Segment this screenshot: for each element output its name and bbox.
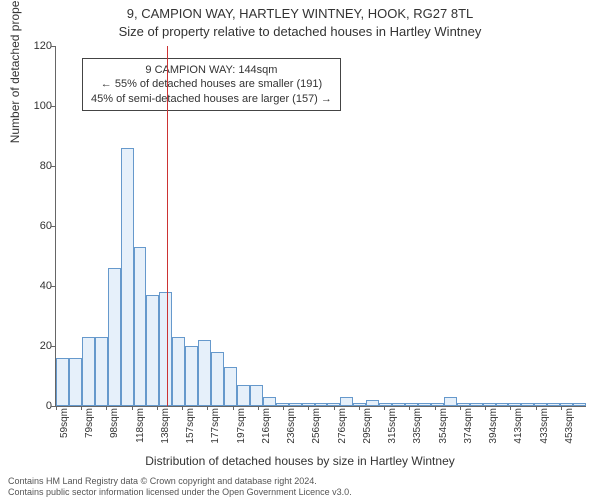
footer: Contains HM Land Registry data © Crown c… bbox=[8, 476, 352, 499]
y-tick-mark bbox=[51, 226, 56, 227]
histogram-bar bbox=[185, 346, 198, 406]
histogram-bar bbox=[159, 292, 172, 406]
histogram-bar bbox=[224, 367, 237, 406]
x-tick-label: 177sqm bbox=[210, 408, 221, 444]
x-tick-label: 453sqm bbox=[564, 408, 575, 444]
histogram-bar bbox=[95, 337, 108, 406]
x-tick-mark bbox=[409, 406, 410, 410]
x-tick-label: 157sqm bbox=[185, 408, 196, 444]
footer-line1: Contains HM Land Registry data © Crown c… bbox=[8, 476, 352, 487]
x-tick-label: 118sqm bbox=[135, 408, 146, 443]
x-tick-label: 295sqm bbox=[362, 408, 373, 444]
x-tick-label: 236sqm bbox=[286, 408, 297, 444]
y-axis-label: Number of detached properties bbox=[8, 0, 22, 143]
annotation-line1: 9 CAMPION WAY: 144sqm bbox=[91, 63, 332, 77]
annotation-line2: ← 55% of detached houses are smaller (19… bbox=[91, 77, 332, 91]
y-tick-mark bbox=[51, 286, 56, 287]
x-tick-mark bbox=[435, 406, 436, 410]
x-tick-label: 256sqm bbox=[311, 408, 322, 444]
x-tick-label: 197sqm bbox=[236, 408, 247, 444]
x-tick-label: 59sqm bbox=[59, 408, 70, 438]
x-tick-label: 354sqm bbox=[438, 408, 449, 444]
chart-title-1: 9, CAMPION WAY, HARTLEY WINTNEY, HOOK, R… bbox=[0, 6, 600, 21]
histogram-bar bbox=[211, 352, 224, 406]
histogram-bar bbox=[431, 403, 444, 406]
footer-line2: Contains public sector information licen… bbox=[8, 487, 352, 498]
histogram-bar bbox=[134, 247, 147, 406]
histogram-bar bbox=[121, 148, 134, 406]
x-tick-label: 413sqm bbox=[513, 408, 524, 444]
y-tick-mark bbox=[51, 346, 56, 347]
x-axis-label: Distribution of detached houses by size … bbox=[0, 454, 600, 468]
x-tick-label: 394sqm bbox=[488, 408, 499, 444]
histogram-bar bbox=[198, 340, 211, 406]
x-tick-mark bbox=[485, 406, 486, 410]
histogram-bar bbox=[444, 397, 457, 406]
histogram-bar bbox=[470, 403, 483, 406]
x-tick-mark bbox=[207, 406, 208, 410]
x-tick-mark bbox=[233, 406, 234, 410]
x-tick-mark bbox=[56, 406, 57, 410]
histogram-bar bbox=[172, 337, 185, 406]
annotation-box: 9 CAMPION WAY: 144sqm ← 55% of detached … bbox=[82, 58, 341, 111]
histogram-bar bbox=[496, 403, 509, 406]
x-tick-mark bbox=[182, 406, 183, 410]
x-tick-label: 315sqm bbox=[387, 408, 398, 444]
histogram-bar bbox=[237, 385, 250, 406]
histogram-bar bbox=[340, 397, 353, 406]
x-tick-label: 98sqm bbox=[109, 408, 120, 438]
histogram-bar bbox=[108, 268, 121, 406]
histogram-bar bbox=[418, 403, 431, 406]
x-tick-label: 216sqm bbox=[261, 408, 272, 444]
x-tick-mark bbox=[536, 406, 537, 410]
y-tick-label: 120 bbox=[34, 40, 52, 52]
x-tick-mark bbox=[561, 406, 562, 410]
reference-line bbox=[167, 46, 168, 406]
histogram-bar bbox=[521, 403, 534, 406]
x-tick-mark bbox=[384, 406, 385, 410]
x-tick-mark bbox=[359, 406, 360, 410]
histogram-bar bbox=[56, 358, 69, 406]
y-tick-mark bbox=[51, 166, 56, 167]
x-tick-mark bbox=[334, 406, 335, 410]
histogram-bar bbox=[146, 295, 159, 406]
histogram-bar bbox=[289, 403, 302, 406]
x-tick-mark bbox=[283, 406, 284, 410]
histogram-bar bbox=[573, 403, 586, 406]
histogram-bar bbox=[82, 337, 95, 406]
x-tick-label: 335sqm bbox=[412, 408, 423, 444]
histogram-bar bbox=[366, 400, 379, 406]
x-tick-mark bbox=[132, 406, 133, 410]
x-tick-label: 79sqm bbox=[84, 408, 95, 438]
plot-area: 9 CAMPION WAY: 144sqm ← 55% of detached … bbox=[55, 46, 586, 407]
histogram-bar bbox=[250, 385, 263, 406]
histogram-bar bbox=[405, 403, 418, 406]
histogram-bar bbox=[392, 403, 405, 406]
histogram-bar bbox=[69, 358, 82, 406]
x-tick-mark bbox=[258, 406, 259, 410]
x-tick-mark bbox=[81, 406, 82, 410]
histogram-bar bbox=[547, 403, 560, 406]
x-tick-label: 138sqm bbox=[160, 408, 171, 444]
histogram-bar bbox=[263, 397, 276, 406]
chart-container: 9, CAMPION WAY, HARTLEY WINTNEY, HOOK, R… bbox=[0, 0, 600, 500]
x-tick-label: 374sqm bbox=[463, 408, 474, 444]
x-tick-mark bbox=[157, 406, 158, 410]
histogram-bar bbox=[379, 403, 392, 406]
x-tick-mark bbox=[308, 406, 309, 410]
x-tick-label: 433sqm bbox=[539, 408, 550, 444]
x-tick-mark bbox=[460, 406, 461, 410]
y-tick-mark bbox=[51, 46, 56, 47]
annotation-line3: 45% of semi-detached houses are larger (… bbox=[91, 92, 332, 106]
y-tick-label: 100 bbox=[34, 100, 52, 112]
y-tick-mark bbox=[51, 106, 56, 107]
x-tick-mark bbox=[106, 406, 107, 410]
histogram-bar bbox=[560, 403, 573, 406]
x-tick-mark bbox=[510, 406, 511, 410]
histogram-bar bbox=[457, 403, 470, 406]
histogram-bar bbox=[315, 403, 328, 406]
chart-title-2: Size of property relative to detached ho… bbox=[0, 24, 600, 39]
x-tick-label: 276sqm bbox=[337, 408, 348, 444]
